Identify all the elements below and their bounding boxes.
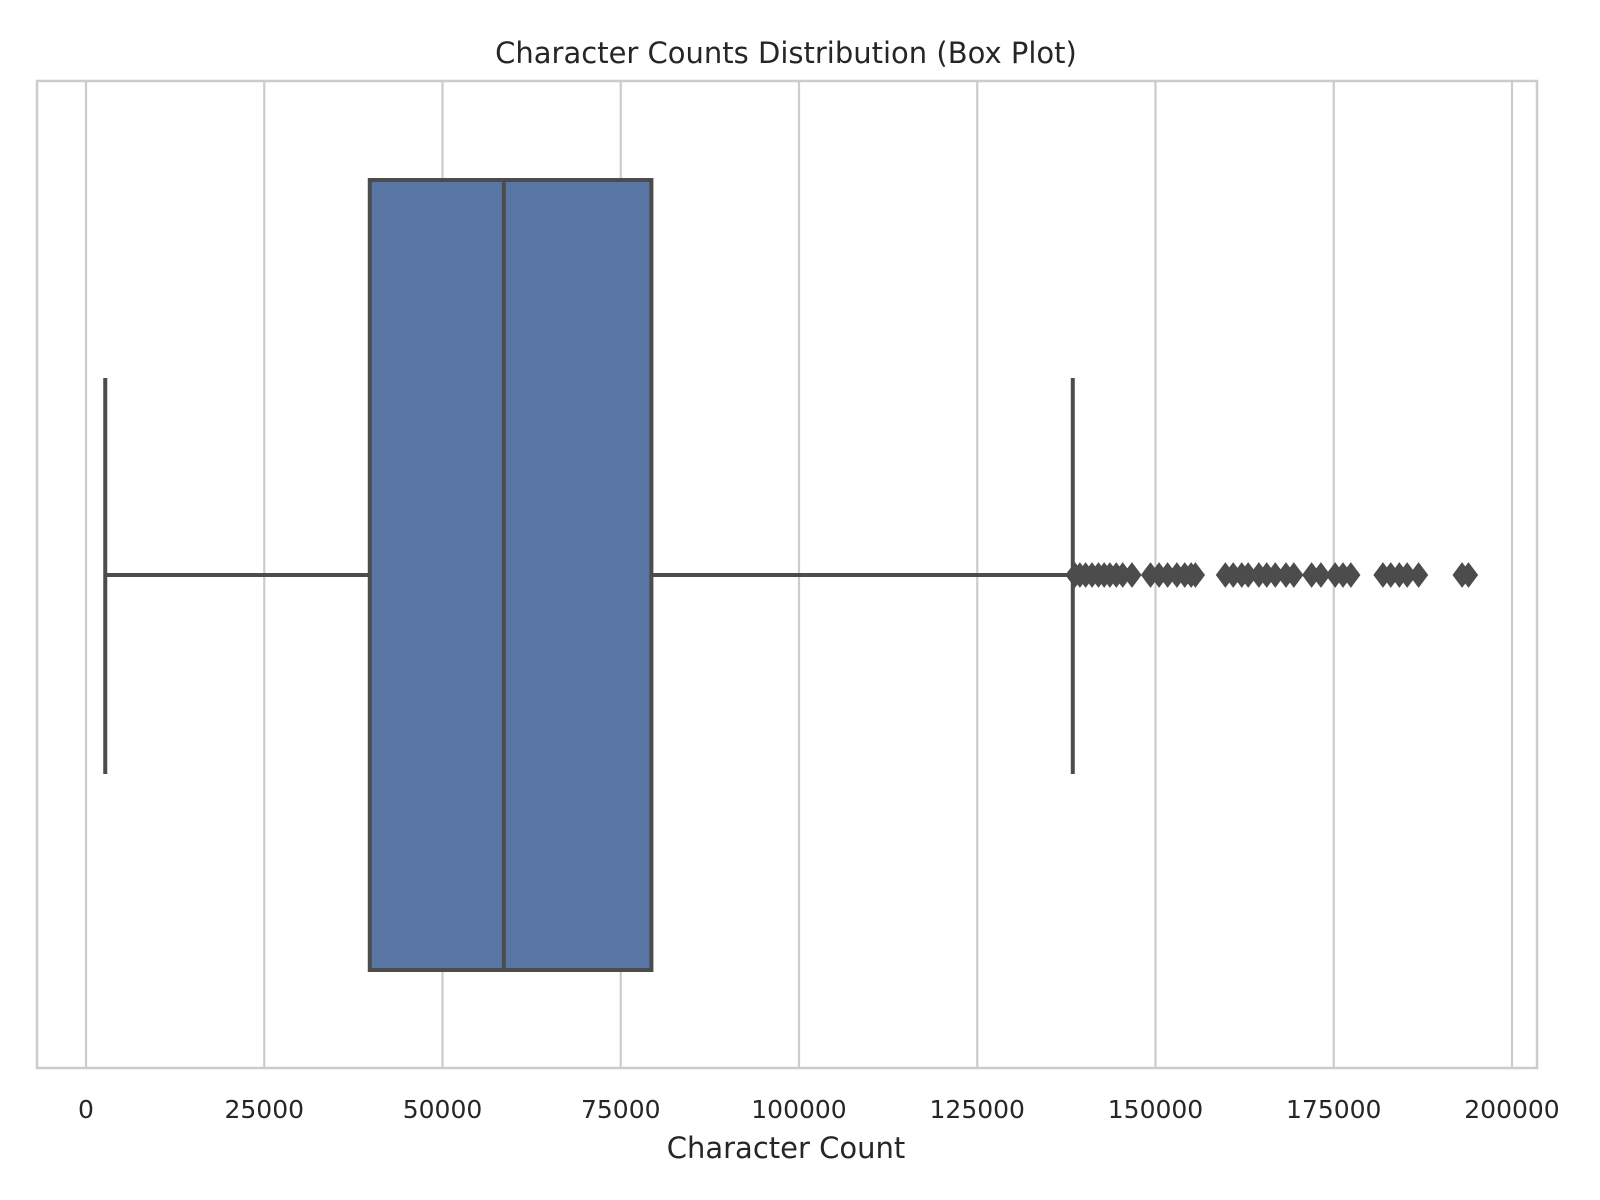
plot-frame bbox=[35, 79, 1539, 1070]
x-tick-label: 75000 bbox=[581, 1095, 661, 1124]
x-tick-label: 0 bbox=[78, 1095, 94, 1124]
outlier-point bbox=[1458, 562, 1479, 588]
x-tick-label: 100000 bbox=[751, 1095, 846, 1124]
outlier-point bbox=[1408, 562, 1429, 588]
x-tick-label: 200000 bbox=[1464, 1095, 1559, 1124]
x-axis-ticks: 0 25000 50000 75000 100000 125000 150000 175000… bbox=[78, 1095, 1560, 1124]
outlier-point bbox=[1185, 562, 1206, 588]
x-tick-label: 50000 bbox=[403, 1095, 483, 1124]
outlier-point bbox=[1311, 562, 1331, 588]
x-tick-label: 125000 bbox=[930, 1095, 1025, 1124]
outlier-point bbox=[1122, 562, 1142, 588]
outlier-point bbox=[1284, 562, 1304, 588]
outlier-points bbox=[1065, 562, 1479, 588]
interquartile-box bbox=[367, 178, 654, 972]
x-tick-label: 25000 bbox=[224, 1095, 304, 1124]
box-plot bbox=[103, 178, 1075, 972]
x-tick-label: 150000 bbox=[1108, 1095, 1203, 1124]
chart-title: Character Counts Distribution (Box Plot) bbox=[495, 36, 1077, 70]
x-tick-label: 175000 bbox=[1286, 1095, 1381, 1124]
outlier-point bbox=[1341, 562, 1361, 588]
x-axis-label: Character Count bbox=[667, 1131, 906, 1165]
